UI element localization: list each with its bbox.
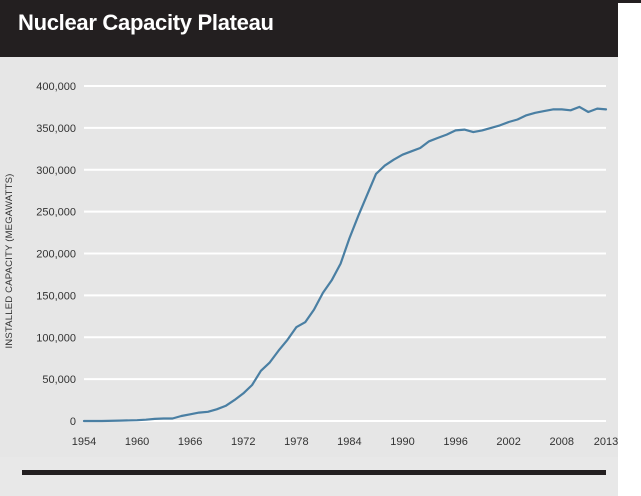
y-tick-label: 350,000: [36, 123, 76, 135]
x-tick-label: 1984: [337, 436, 361, 448]
x-tick-label: 2013: [594, 436, 618, 448]
y-tick-label: 0: [70, 416, 76, 428]
x-tick-label: 1972: [231, 436, 255, 448]
series-line: [82, 105, 608, 423]
right-margin: [618, 0, 641, 496]
y-tick-label: 400,000: [36, 81, 76, 93]
y-tick-label: 50,000: [42, 374, 76, 386]
y-axis-label: INSTALLED CAPACITY (MEGAWATTS): [4, 173, 15, 348]
y-tick-label: 200,000: [36, 249, 76, 261]
x-tick-label: 2002: [496, 436, 520, 448]
bottom-rule: [22, 470, 606, 475]
x-tick-label: 1996: [443, 436, 467, 448]
y-tick-label: 250,000: [36, 207, 76, 219]
y-tick-label: 300,000: [36, 165, 76, 177]
chart-title: Nuclear Capacity Plateau: [18, 10, 274, 35]
x-tick-label: 1990: [390, 436, 414, 448]
x-tick-label: 1966: [178, 436, 202, 448]
x-tick-label: 2008: [550, 436, 574, 448]
right-margin-top-rule: [618, 0, 641, 3]
x-tick-label: 1954: [72, 436, 96, 448]
x-tick-label: 1978: [284, 436, 308, 448]
x-tick-label: 1960: [125, 436, 149, 448]
chart-area: 0 50,000 100,000 150,000 200,000 250,000 300,0…: [0, 57, 618, 457]
line-chart: 0 50,000 100,000 150,000 200,000 250,000 300,0…: [4, 81, 618, 448]
y-tick-label: 100,000: [36, 332, 76, 344]
title-bar: Nuclear Capacity Plateau: [0, 0, 618, 57]
y-tick-label: 150,000: [36, 290, 76, 302]
series-layer: [82, 105, 608, 423]
x-tick-labels: 1954 1960 1966 1972 1978 1984 1990 1996 2002 2008…: [72, 436, 618, 448]
y-tick-labels: 0 50,000 100,000 150,000 200,000 250,000 300,0…: [36, 81, 76, 428]
